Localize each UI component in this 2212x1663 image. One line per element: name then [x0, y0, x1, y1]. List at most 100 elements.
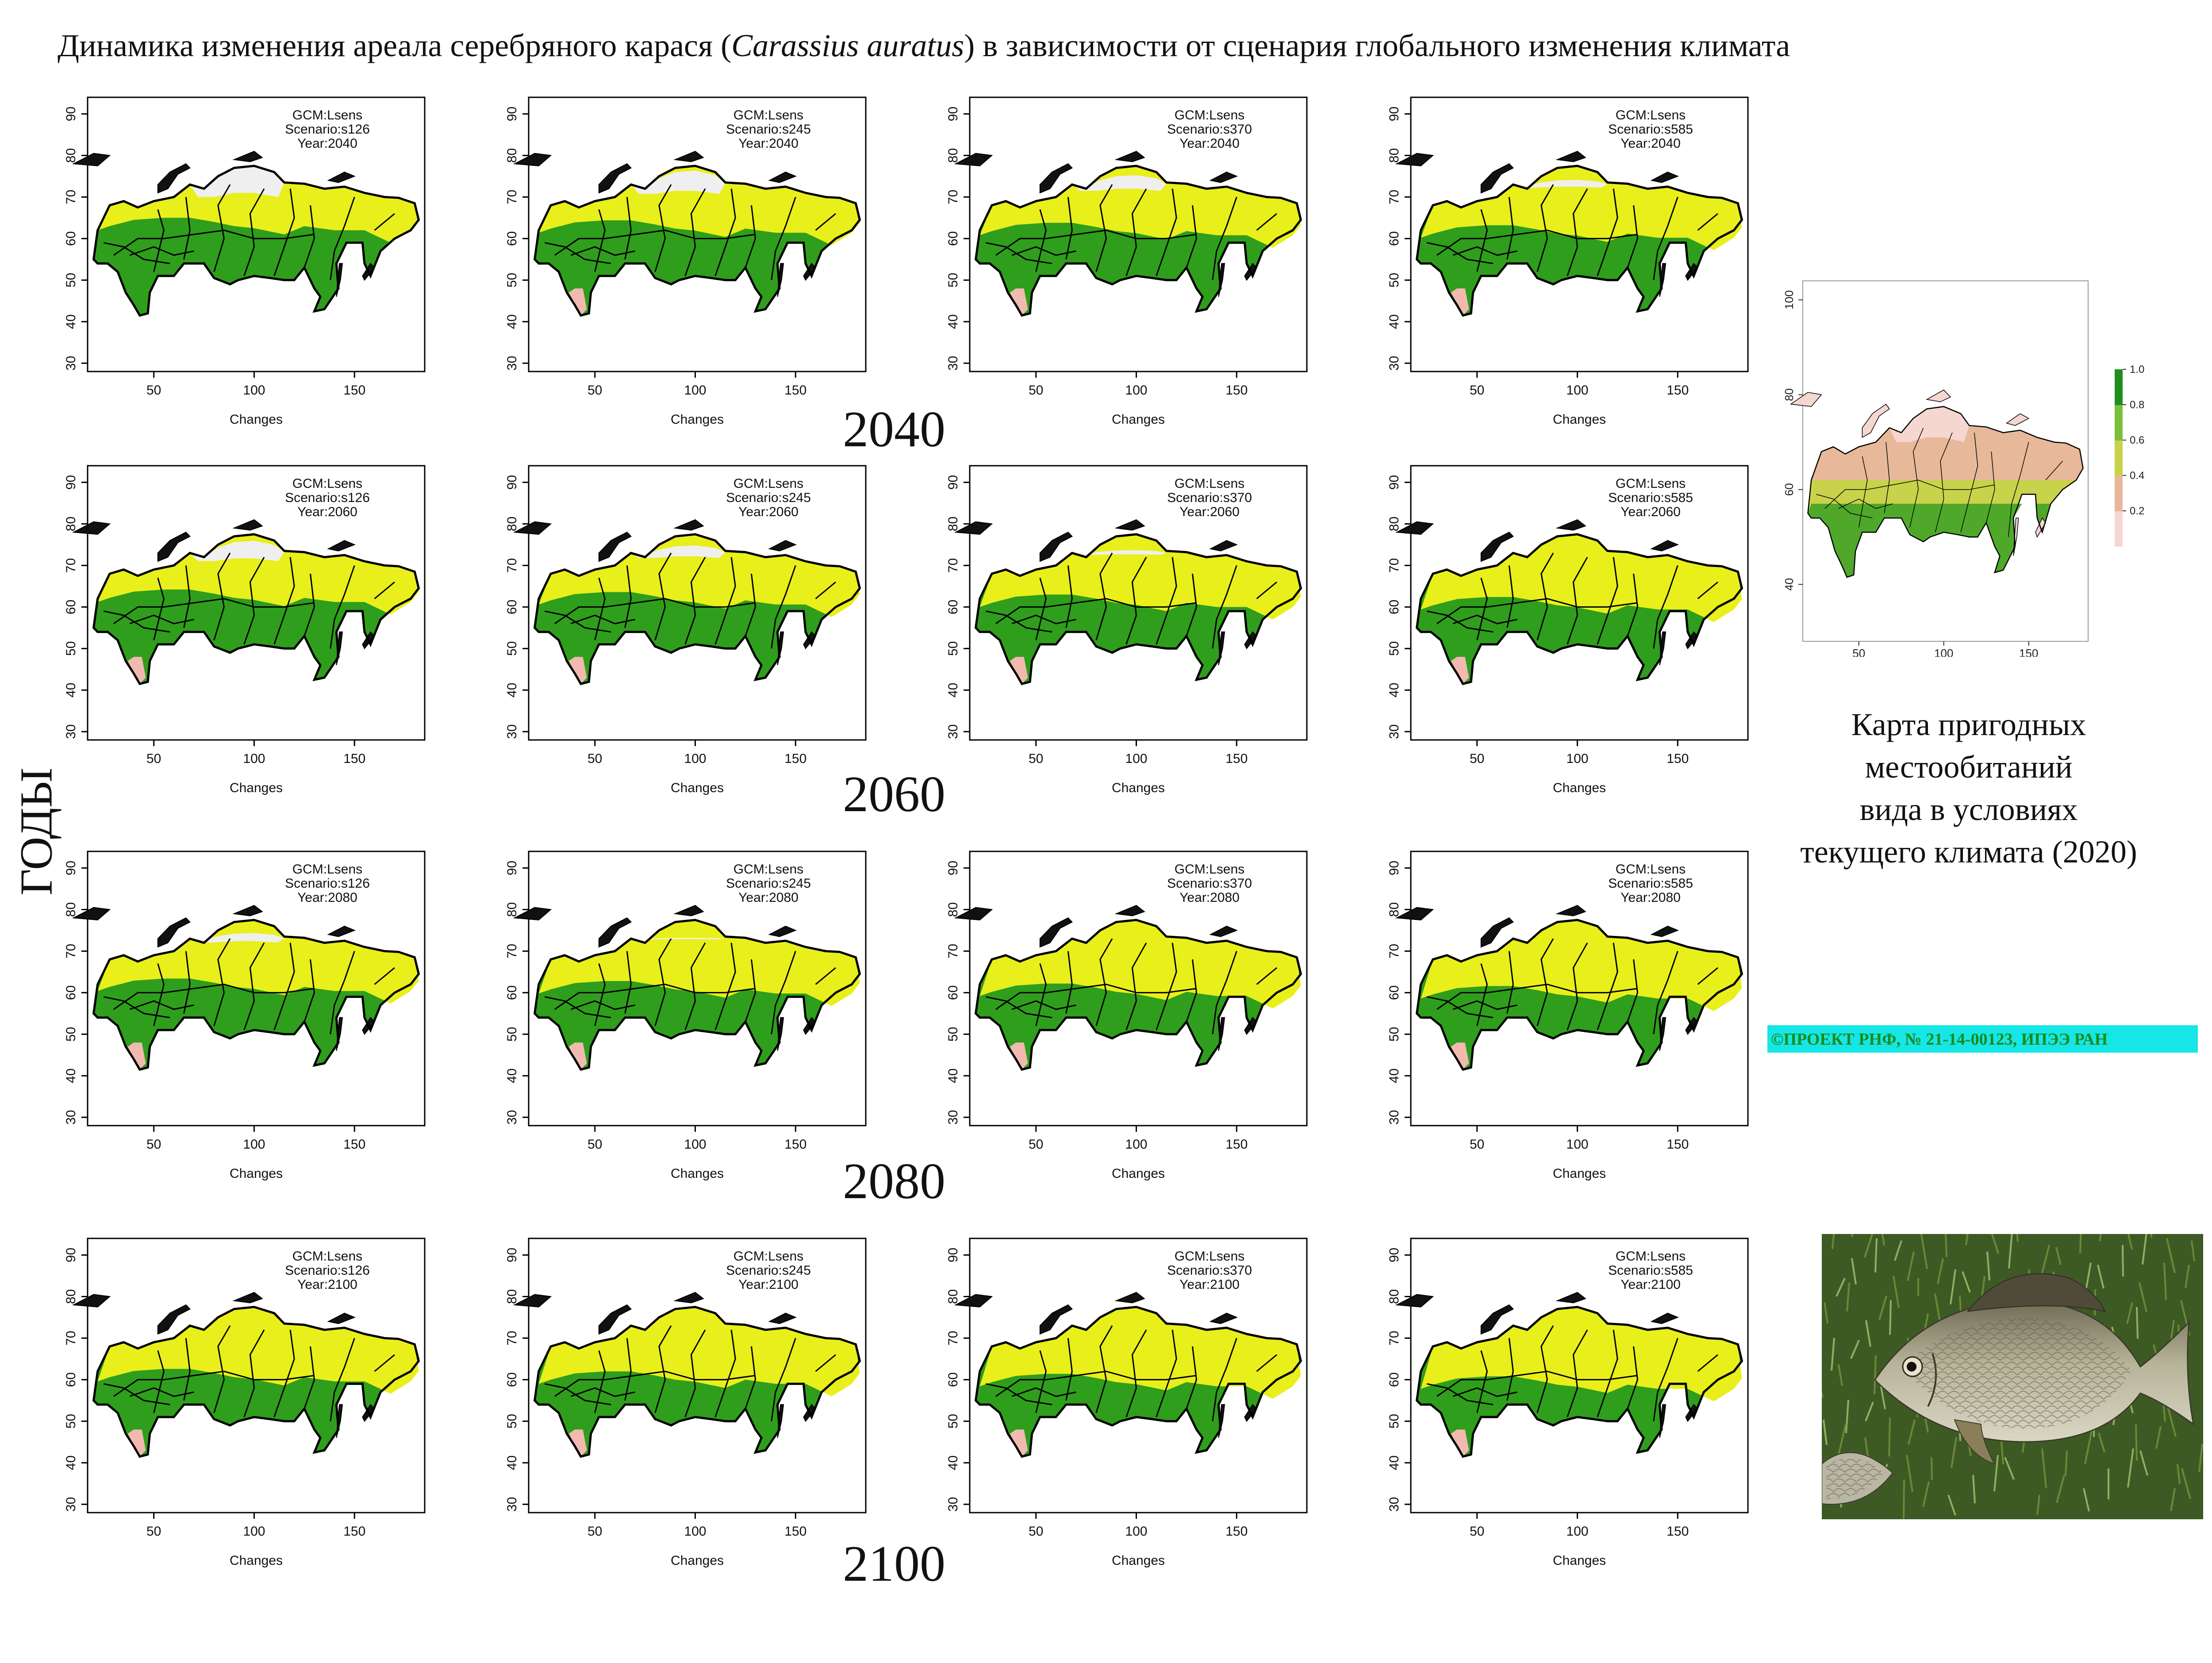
region-border: [1426, 1383, 1494, 1406]
region-border: [654, 552, 672, 640]
region-border: [1186, 1346, 1198, 1409]
y-tick-label: 90: [505, 861, 519, 875]
region-border: [1506, 197, 1514, 260]
map-scenario-label: Scenario:s585: [1608, 1263, 1693, 1278]
page-title: Динамика изменения ареала серебряного ка…: [58, 27, 1790, 64]
region-border: [1627, 205, 1639, 268]
legend-tick-label: 0.4: [2130, 470, 2144, 482]
unsuitable-area: [190, 933, 284, 943]
map-gcm-label: GCM:Lsens: [1175, 862, 1244, 877]
current-x-tick-label: 100: [1934, 647, 1953, 657]
region-border: [1065, 565, 1073, 628]
x-tick-label: 100: [243, 383, 265, 398]
y-tick-label: 80: [946, 148, 960, 163]
y-tick-label: 70: [505, 190, 519, 204]
year-label-2100: 2100: [843, 1536, 945, 1592]
region-border: [374, 581, 395, 599]
map-year-label: Year:2040: [297, 136, 357, 151]
island: [598, 1304, 632, 1335]
map-gcm-label: GCM:Lsens: [1616, 476, 1686, 491]
y-tick-label: 60: [1387, 985, 1402, 1000]
map-scenario-label: Scenario:s245: [726, 876, 811, 891]
region-border: [1597, 943, 1618, 1031]
map-gcm-label: GCM:Lsens: [1616, 1249, 1686, 1264]
legend-tick-label: 1.0: [2130, 364, 2144, 376]
island: [232, 904, 263, 916]
scenario-map-grid: 30 40 50 60 70 80 90 50 100 150 Changes GCM:Lsens Sc…: [64, 96, 1749, 1568]
y-tick-label: 60: [64, 231, 78, 246]
region-border: [544, 996, 611, 1019]
y-tick-label: 40: [1387, 1456, 1402, 1470]
region-border: [570, 246, 635, 256]
x-tick-label: 100: [1566, 383, 1588, 398]
lost-area: [568, 657, 587, 684]
year-label-2060: 2060: [843, 766, 945, 823]
range-change-area: [1421, 166, 1742, 250]
x-tick-label: 50: [1470, 751, 1484, 766]
lost-area: [1010, 1042, 1028, 1070]
region-border: [1567, 942, 1588, 1031]
region-border: [330, 565, 355, 649]
x-tick-label: 100: [1566, 751, 1588, 766]
current-region-border: [1935, 432, 1953, 533]
range-change-area: [97, 166, 419, 243]
y-tick-label: 50: [1387, 273, 1402, 287]
range-change-area: [1421, 1307, 1742, 1402]
region-border: [684, 188, 706, 276]
unsuitable-area: [631, 545, 726, 558]
map-year-label: Year:2040: [1179, 136, 1240, 151]
region-border: [1065, 951, 1073, 1014]
region-border: [1426, 996, 1494, 1019]
y-tick-label: 70: [1387, 558, 1402, 573]
region-border: [273, 188, 295, 276]
map-land: [954, 150, 1302, 317]
map-panel-s126-2040: 30 40 50 60 70 80 90 50 100 150 Changes GCM:LsensSc…: [64, 96, 426, 427]
region-border: [1567, 556, 1588, 645]
y-tick-label: 30: [64, 724, 78, 739]
x-tick-label: 100: [1125, 383, 1147, 398]
region-border: [1436, 1371, 1638, 1397]
x-tick-label: 50: [588, 1137, 602, 1152]
y-tick-label: 60: [505, 231, 519, 246]
y-tick-label: 30: [946, 724, 960, 739]
current-region-border: [1985, 452, 1995, 523]
island: [673, 904, 704, 916]
map-year-label: Year:2080: [297, 890, 357, 905]
region-border: [1653, 951, 1678, 1035]
region-border: [1011, 246, 1076, 256]
x-tick-label: 50: [1470, 383, 1484, 398]
island: [1650, 171, 1679, 183]
x-axis-label: Changes: [230, 1553, 283, 1568]
region-border: [1256, 1354, 1277, 1372]
region-border: [129, 614, 194, 625]
region-border: [771, 197, 796, 280]
region-border: [213, 1325, 231, 1413]
map-year-label: Year:2100: [297, 1277, 357, 1292]
island: [768, 925, 797, 937]
map-panel-s245-2100: 30 40 50 60 70 80 90 50 100 150 Changes GCM:LsensSc…: [505, 1238, 867, 1568]
x-axis-label: Changes: [230, 1166, 283, 1181]
map-year-label: Year:2100: [1621, 1277, 1681, 1292]
lost-area: [1010, 1429, 1028, 1457]
current-region-border: [1960, 433, 1978, 533]
x-axis-label: Changes: [1112, 1166, 1165, 1181]
region-border: [594, 578, 606, 640]
unsuitable-area: [190, 166, 284, 197]
region-border: [714, 943, 736, 1031]
legend-swatch: [2115, 405, 2123, 441]
map-land: [72, 904, 420, 1071]
map-scenario-label: Scenario:s585: [1608, 490, 1693, 505]
island: [157, 163, 191, 194]
island: [72, 907, 111, 921]
y-tick-label: 90: [1387, 475, 1402, 490]
region-border: [113, 230, 315, 256]
region-border: [985, 1383, 1052, 1406]
map-year-label: Year:2080: [1621, 890, 1681, 905]
region-border: [183, 951, 191, 1014]
region-border: [1186, 205, 1198, 268]
x-axis-label: Changes: [671, 1553, 724, 1568]
current-island: [1926, 389, 1951, 402]
caption-line: местообитаний: [1865, 749, 2073, 785]
y-tick-label: 90: [1387, 861, 1402, 875]
y-tick-label: 30: [505, 1497, 519, 1512]
